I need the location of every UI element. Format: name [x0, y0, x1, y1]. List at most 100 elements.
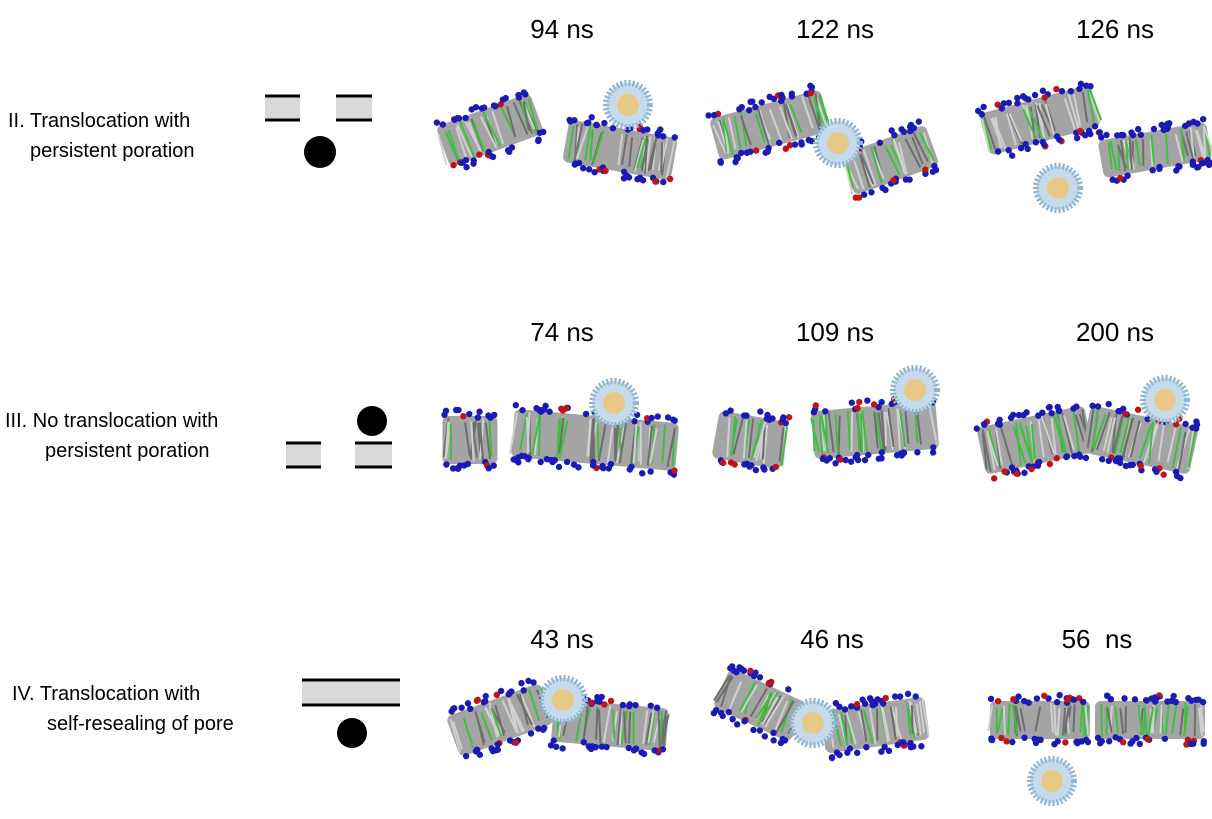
snapshot — [710, 368, 941, 478]
head-group — [1097, 740, 1103, 746]
head-group — [559, 745, 566, 752]
head-group — [1173, 699, 1179, 705]
head-group — [988, 696, 994, 702]
nanoparticle — [1036, 166, 1080, 210]
head-group — [1021, 698, 1027, 704]
head-group — [441, 412, 447, 418]
head-group — [998, 735, 1004, 741]
snapshot — [988, 692, 1207, 803]
head-group — [1054, 699, 1060, 705]
head-group — [1104, 693, 1110, 699]
snapshot — [706, 658, 931, 763]
nanoparticle — [606, 83, 650, 127]
core — [904, 379, 926, 401]
nanoparticle — [791, 701, 835, 745]
nanoparticle — [1030, 759, 1074, 803]
nanoparticle — [1143, 378, 1187, 422]
core — [827, 132, 849, 154]
time-label: 200 ns — [1076, 317, 1154, 347]
core — [802, 712, 824, 734]
snapshot — [443, 674, 671, 766]
core — [1047, 177, 1069, 199]
head-group — [453, 407, 459, 413]
row-label: self-resealing of pore — [47, 713, 234, 735]
head-group — [537, 459, 544, 466]
lipid-tail — [1073, 704, 1074, 732]
head-group — [1170, 693, 1176, 699]
head-group — [1137, 741, 1143, 747]
lipid-tail — [451, 424, 452, 460]
head-group — [854, 749, 861, 756]
head-group — [1185, 695, 1191, 701]
time-label: 46 ns — [800, 624, 864, 654]
figure: II. Translocation with persistent porati… — [0, 0, 1212, 814]
lipid-tail — [1083, 705, 1084, 736]
head-group — [1080, 699, 1086, 705]
row-label: II. Translocation with — [8, 110, 190, 132]
head-group — [1106, 738, 1112, 744]
head-group — [1200, 741, 1206, 747]
snapshots — [430, 75, 1212, 803]
schematic — [286, 406, 392, 467]
head-group — [517, 679, 525, 687]
head-group — [1071, 697, 1077, 703]
head-group — [761, 732, 770, 741]
head-group — [1152, 694, 1158, 700]
row-label: IV. Translocation with — [12, 683, 200, 705]
head-group — [475, 414, 481, 420]
head-group — [461, 462, 467, 468]
time-label: 74 ns — [530, 317, 594, 347]
head-group — [918, 743, 925, 750]
head-group — [512, 402, 519, 409]
time-label: 109 ns — [796, 317, 874, 347]
head-group — [476, 409, 482, 415]
head-group — [443, 461, 449, 467]
head-group — [1015, 411, 1023, 419]
head-group — [897, 693, 904, 700]
membrane — [443, 674, 558, 766]
core — [1154, 389, 1176, 411]
head-group — [1021, 469, 1029, 477]
head-group — [556, 463, 563, 470]
head-group — [990, 475, 998, 483]
head-group — [785, 414, 792, 421]
snapshot — [441, 381, 682, 480]
head-group — [784, 685, 793, 694]
head-group — [1134, 406, 1142, 414]
core — [1041, 770, 1063, 792]
lipid-tail — [1101, 704, 1102, 737]
head-group — [1162, 736, 1168, 742]
head-group — [1121, 695, 1127, 701]
row-label: persistent poration — [45, 440, 210, 462]
head-group — [1031, 736, 1037, 742]
head-group — [915, 117, 923, 125]
membrane — [988, 692, 1091, 747]
membrane — [819, 688, 931, 763]
snapshot — [972, 378, 1202, 484]
membrane — [972, 397, 1096, 485]
head-group — [1013, 94, 1021, 102]
head-group — [639, 470, 646, 477]
head-group — [487, 414, 493, 420]
time-label: 56 ns — [1062, 624, 1133, 654]
membrane — [441, 407, 497, 472]
membrane — [1096, 114, 1212, 187]
membrane — [1095, 692, 1207, 748]
head-group — [1160, 471, 1168, 479]
head-group — [1190, 741, 1196, 747]
head-group — [1003, 738, 1009, 744]
core — [617, 94, 639, 116]
lipid-tail — [1161, 705, 1162, 734]
head-group — [1055, 738, 1061, 744]
time-label: 126 ns — [1076, 14, 1154, 44]
snapshot — [704, 81, 943, 205]
core — [603, 392, 625, 414]
membrane — [704, 81, 834, 170]
head-group — [864, 397, 871, 404]
head-group — [904, 690, 911, 697]
membrane — [430, 84, 550, 176]
snapshot — [974, 75, 1212, 210]
head-group — [1021, 735, 1027, 741]
head-group — [1031, 91, 1039, 99]
head-group — [1105, 400, 1113, 408]
